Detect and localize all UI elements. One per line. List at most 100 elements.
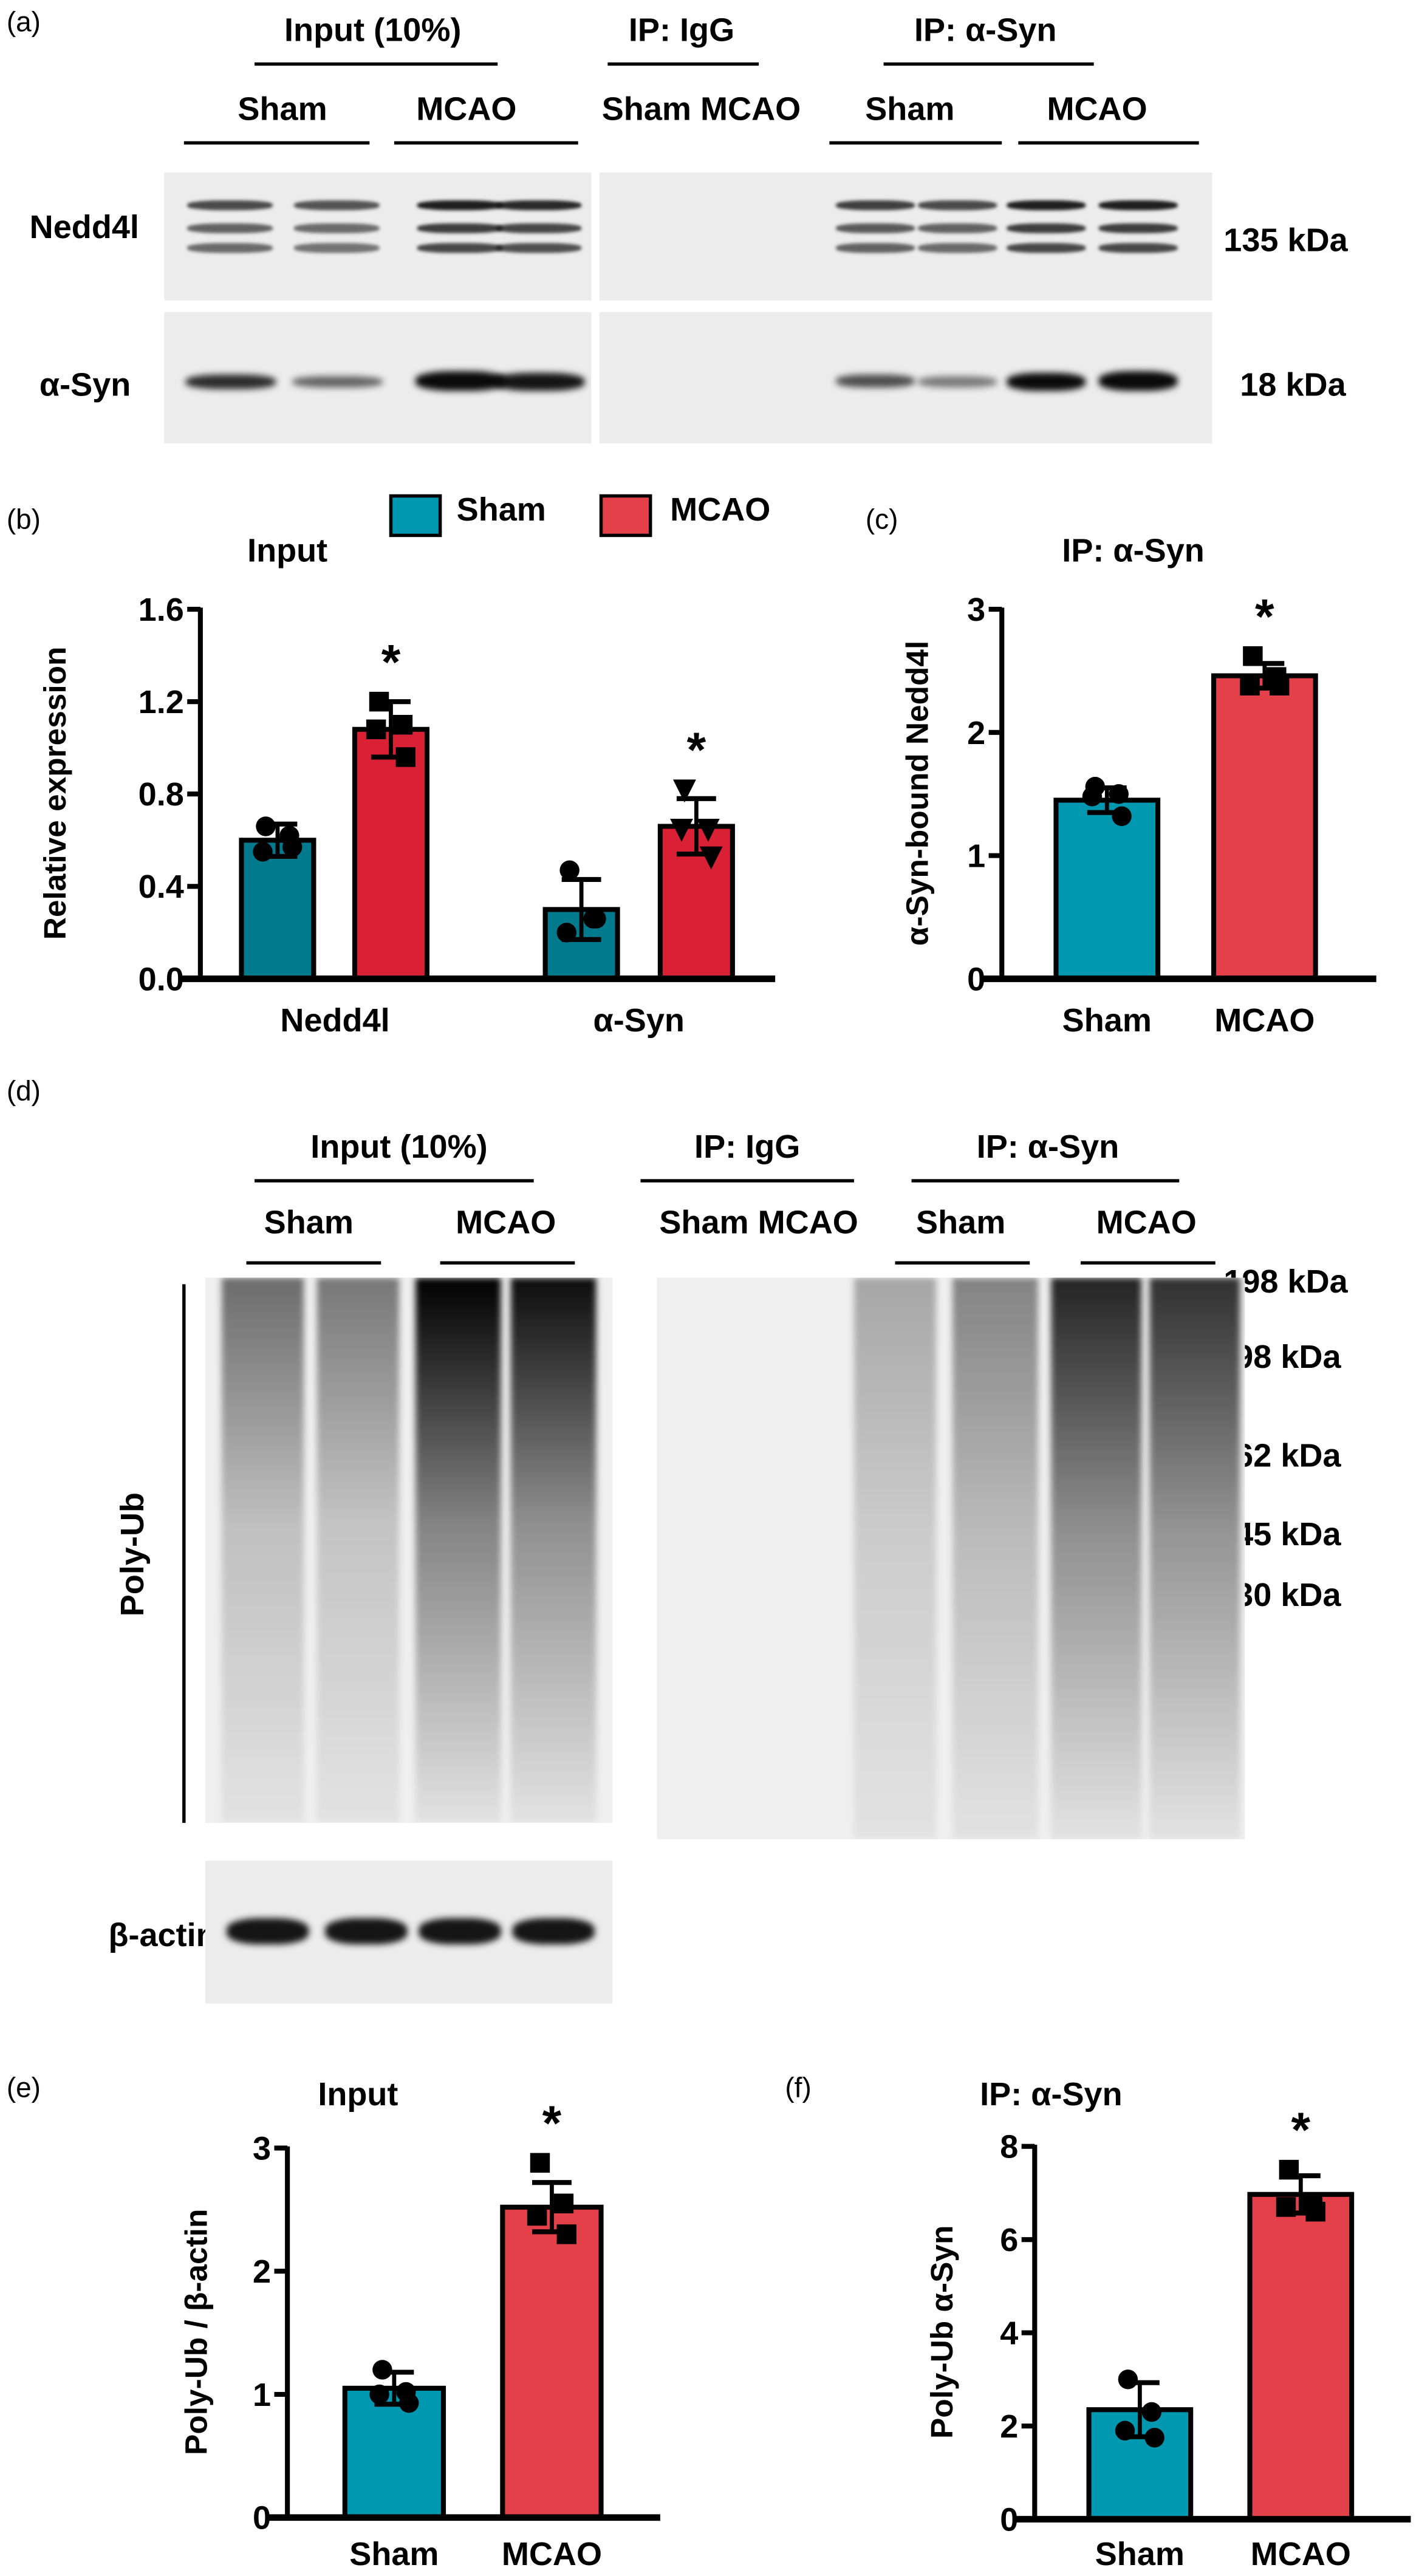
data-point-circle [398, 2393, 419, 2413]
y-axis-label: Poly-Ub α-Syn [924, 2226, 959, 2439]
significance-star: * [687, 723, 706, 777]
mw-98: 98 kDa [1235, 1340, 1341, 1376]
underline [1018, 141, 1199, 145]
bar [1211, 673, 1318, 982]
mw-30: 30 kDa [1235, 1578, 1341, 1614]
blot-lane [415, 1277, 501, 1823]
panel-label-a: (a) [6, 6, 41, 38]
actin-label: β-actin [108, 1918, 216, 1955]
underline [394, 141, 578, 145]
data-point-square [1240, 675, 1260, 696]
x-category-label: MCAO [1251, 2536, 1351, 2572]
bar [342, 2385, 446, 2520]
blot-band [496, 223, 582, 233]
data-point-circle [559, 860, 580, 880]
bar [1053, 798, 1161, 982]
lane-mcao: MCAO [416, 92, 517, 128]
y-tick-label: 0.8 [138, 776, 184, 813]
data-point-square [1276, 2197, 1296, 2217]
panel-label-b: (b) [6, 504, 41, 536]
underline [640, 1179, 854, 1183]
blot-band [918, 223, 997, 233]
x-category-label: MCAO [1214, 1002, 1315, 1039]
blot-band [293, 243, 380, 253]
lane-mcao: MCAO [1096, 1205, 1197, 1242]
blot-polyub-ip [657, 1277, 1245, 1840]
y-axis-label: Poly-Ub / β-actin [179, 2209, 214, 2455]
legend-label-mcao: MCAO [670, 493, 771, 529]
y-tick-label: 2 [253, 2253, 271, 2290]
y-axis-label: α-Syn-bound Nedd4l [900, 641, 935, 946]
data-point-square [1305, 2201, 1325, 2222]
row-label-asyn: α-Syn [39, 367, 131, 405]
significance-star: * [542, 2096, 562, 2151]
mw-135: 135 kDa [1223, 223, 1348, 260]
data-point-circle [1115, 2421, 1135, 2441]
blot-lane [1051, 1277, 1142, 1840]
blot-polyub-input [205, 1277, 613, 1823]
panel-label-e: (e) [6, 2072, 41, 2104]
y-tick-label: 6 [1000, 2222, 1018, 2258]
blot-band [1007, 372, 1086, 391]
data-point-triangle [672, 779, 696, 803]
blot-band [918, 375, 997, 387]
blot-lane [221, 1277, 304, 1823]
x-category-label: MCAO [502, 2536, 602, 2572]
blot-band [918, 243, 997, 253]
blot-actin [205, 1860, 613, 2004]
underline [183, 141, 370, 145]
blot-lane [853, 1277, 937, 1840]
blot-band [1098, 371, 1178, 391]
legend-swatch-mcao [599, 494, 652, 538]
x-category-label: Sham [1095, 2536, 1185, 2572]
data-point-circle [586, 909, 606, 929]
panel-label-d: (d) [6, 1075, 41, 1107]
panel-label-c: (c) [865, 504, 898, 536]
y-tick-label: 3 [253, 2130, 271, 2167]
underline [883, 62, 1094, 66]
y-tick-label: 1.6 [138, 592, 184, 628]
lane-sham: Sham [264, 1205, 354, 1242]
bar [1247, 2192, 1355, 2522]
data-point-circle [282, 837, 303, 857]
blot-band [836, 374, 915, 388]
y-tick-label: 1 [967, 838, 985, 875]
bar [500, 2204, 604, 2520]
data-point-square [530, 2153, 550, 2173]
bar [239, 838, 316, 982]
y-tick-label: 4 [1000, 2315, 1018, 2352]
bar [352, 726, 430, 982]
blot-band [293, 200, 380, 211]
data-point-triangle [696, 819, 720, 842]
underline [607, 62, 759, 66]
header-igg: IP: IgG [694, 1130, 801, 1166]
mw-62: 62 kDa [1235, 1438, 1341, 1475]
lane-sham: Sham [865, 92, 955, 128]
mw-18: 18 kDa [1240, 367, 1346, 405]
y-tick-label: 0.0 [138, 961, 184, 997]
underline [895, 1261, 1030, 1265]
blot-band [187, 223, 273, 233]
data-point-circle [369, 2384, 389, 2405]
blot-band [414, 371, 505, 391]
blot-band [1007, 200, 1086, 211]
polyub-bracket [182, 1284, 186, 1823]
mw-45: 45 kDa [1235, 1517, 1341, 1554]
underline [246, 1261, 381, 1265]
blot-band [496, 243, 582, 253]
blot-band [187, 200, 273, 211]
y-tick-label: 0 [1000, 2501, 1018, 2538]
y-tick-label: 8 [1000, 2129, 1018, 2165]
data-point-square [395, 747, 416, 767]
blot-band [293, 223, 380, 233]
y-tick-label: 3 [967, 592, 985, 628]
chart-title: IP: α-Syn [1062, 533, 1205, 569]
y-tick-label: 1.2 [138, 684, 184, 720]
blot-band [227, 1918, 309, 1945]
data-point-circle [1112, 806, 1132, 826]
blot-band [417, 243, 503, 253]
significance-star: * [1291, 2103, 1311, 2157]
data-point-triangle [699, 846, 723, 870]
data-point-square [1243, 646, 1263, 666]
